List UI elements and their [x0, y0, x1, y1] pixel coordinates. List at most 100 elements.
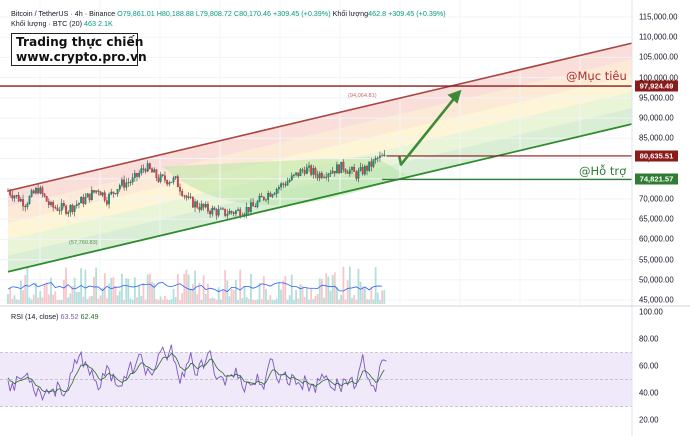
volume-bar: [301, 285, 304, 304]
volume-bar: [288, 295, 291, 304]
candle-body: [288, 179, 291, 182]
candle-body: [325, 176, 328, 178]
candle-body: [78, 202, 80, 205]
header-ohlc: Bitcoin / TetherUS · 4h · Binance O79,86…: [11, 9, 446, 18]
volume-bar: [131, 299, 134, 304]
volume-bar: [75, 291, 78, 304]
price-tick-label: 85,000.00: [639, 133, 674, 143]
candle-body: [192, 197, 194, 208]
volume-bar: [209, 298, 211, 304]
candle-body: [17, 195, 20, 202]
candle-body: [333, 170, 336, 174]
candle-body: [187, 196, 190, 198]
candle-body: [329, 173, 332, 175]
candle-body: [314, 168, 317, 175]
volume-bar: [181, 293, 184, 304]
volume-bar: [318, 278, 321, 304]
candle-body: [123, 179, 126, 188]
volume-bar: [361, 286, 364, 304]
candle-body: [153, 169, 156, 173]
candle-body: [327, 173, 330, 178]
candle-body: [80, 197, 83, 204]
candle-body: [121, 179, 123, 186]
candle-body: [342, 161, 345, 170]
volume-bar: [47, 294, 50, 304]
volume-bar: [286, 299, 289, 304]
candle-body: [305, 167, 308, 174]
price-tick-label: 100,000.00: [639, 73, 679, 83]
candle-body: [45, 196, 48, 202]
volume-bar: [194, 270, 196, 304]
candle-body: [374, 158, 377, 160]
candle-body: [97, 190, 100, 192]
volume-bar: [110, 278, 113, 304]
candle-body: [183, 195, 186, 197]
volume-sma-line: [7, 282, 383, 293]
volume-bar: [125, 278, 128, 304]
candle-body: [247, 207, 250, 212]
brand-box: Trading thực chiến www.crypto.pro.vn: [11, 33, 147, 66]
candle-body: [82, 197, 85, 204]
volume-bar: [366, 299, 368, 304]
vol-sma-label[interactable]: Khối lượng · BTC (20): [11, 19, 83, 28]
target-annotation: @Mục tiêu: [566, 69, 627, 83]
candle-body: [32, 190, 35, 194]
price-tick-label: 55,000.00: [639, 255, 674, 265]
volume-bar: [121, 273, 123, 304]
candle-body: [232, 212, 235, 214]
candle-body: [22, 199, 24, 207]
volume-bar: [232, 289, 235, 304]
rsi-tick-label: 20.00: [639, 415, 659, 425]
candle-body: [11, 194, 14, 199]
candle-body: [43, 193, 46, 197]
volume-bar: [383, 290, 386, 304]
volume-bar: [45, 282, 48, 304]
rsi-tick-label: 100.00: [639, 307, 663, 317]
candle-body: [62, 203, 65, 207]
candle-body: [56, 207, 59, 211]
volume-bar: [174, 296, 177, 304]
candle-body: [172, 177, 175, 183]
candle-body: [368, 161, 371, 171]
volume-bars: [7, 266, 386, 304]
volume-bar: [381, 290, 383, 304]
candle-body: [146, 163, 149, 172]
volume-bar: [17, 299, 20, 304]
accumulation-zone: [162, 156, 406, 206]
volume-bar: [364, 288, 366, 304]
candle-body: [364, 166, 366, 175]
candle-body: [41, 187, 44, 194]
candle-body: [301, 169, 304, 171]
low-label: (57,760.83): [69, 240, 98, 246]
volume-bar: [353, 294, 356, 304]
volume-bar: [370, 286, 373, 304]
candle-body: [271, 194, 274, 197]
rsi-value-1: 63.52: [60, 312, 79, 321]
volume-bar: [314, 296, 317, 304]
candle-body: [310, 165, 313, 175]
volume-bar: [303, 296, 306, 304]
candle-body: [131, 177, 134, 183]
rsi-ma-line: [7, 352, 385, 393]
volume-bar: [157, 299, 160, 304]
candle-body: [250, 202, 252, 212]
candle-body: [340, 161, 343, 174]
volume-bar: [86, 299, 89, 304]
candle-body: [198, 207, 201, 210]
symbol-label[interactable]: Bitcoin / TetherUS · 4h · Binance: [11, 9, 116, 18]
rsi-label[interactable]: RSI (14, close): [11, 312, 59, 321]
candle-body: [293, 174, 295, 176]
volume-bar: [293, 300, 295, 304]
candle-body: [237, 209, 239, 211]
candle-body: [149, 163, 151, 169]
candle-body: [228, 211, 231, 215]
volume-bar: [224, 270, 227, 304]
volume-bar: [164, 295, 166, 304]
candle-body: [213, 207, 216, 210]
candle-body: [166, 180, 169, 185]
rsi-tick-label: 60.00: [639, 361, 659, 371]
rsi-tick-label: 80.00: [639, 334, 659, 344]
volume-bar: [127, 278, 130, 304]
volume-value: 462.8: [368, 9, 387, 18]
candle-body: [217, 209, 220, 216]
